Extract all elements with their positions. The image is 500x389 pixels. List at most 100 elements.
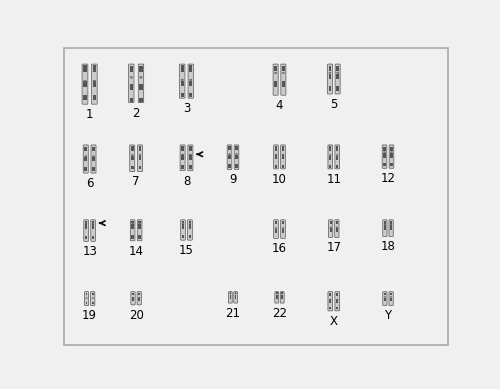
FancyBboxPatch shape (180, 220, 186, 240)
FancyBboxPatch shape (335, 145, 340, 169)
Bar (92, 293, 94, 296)
Bar (92, 167, 95, 171)
Bar (86, 296, 87, 298)
Ellipse shape (132, 154, 133, 156)
FancyBboxPatch shape (91, 145, 96, 173)
Bar (390, 293, 392, 295)
Bar (282, 151, 284, 154)
Bar (282, 229, 284, 233)
Bar (182, 230, 184, 234)
Bar (138, 147, 141, 151)
Bar (384, 298, 386, 301)
FancyBboxPatch shape (84, 292, 88, 305)
Text: 15: 15 (179, 244, 194, 257)
Bar (329, 300, 332, 303)
Bar (138, 301, 140, 303)
Bar (390, 295, 392, 296)
FancyBboxPatch shape (335, 292, 340, 311)
Ellipse shape (274, 72, 276, 74)
Ellipse shape (330, 227, 332, 228)
Bar (138, 151, 141, 154)
Bar (92, 302, 94, 304)
Bar (84, 157, 87, 161)
Bar (336, 151, 338, 154)
Bar (92, 65, 96, 72)
Bar (275, 233, 277, 237)
Bar (189, 155, 192, 160)
Ellipse shape (390, 224, 392, 225)
FancyBboxPatch shape (188, 64, 194, 98)
Bar (140, 73, 142, 77)
FancyBboxPatch shape (90, 292, 95, 305)
Bar (92, 147, 95, 151)
Bar (138, 221, 141, 223)
Bar (83, 74, 86, 81)
Bar (336, 165, 338, 168)
Text: 10: 10 (272, 173, 287, 186)
Bar (390, 225, 392, 230)
Bar (92, 296, 94, 298)
Bar (336, 232, 338, 236)
FancyBboxPatch shape (84, 220, 88, 241)
Bar (189, 151, 192, 154)
Bar (384, 295, 386, 296)
Bar (384, 301, 386, 304)
Bar (275, 229, 277, 233)
Bar (85, 221, 87, 223)
Bar (336, 156, 338, 160)
Bar (189, 224, 191, 229)
Bar (180, 81, 184, 86)
FancyBboxPatch shape (234, 292, 237, 303)
Bar (384, 230, 386, 235)
Bar (180, 87, 184, 92)
Ellipse shape (336, 227, 338, 228)
Bar (189, 165, 192, 169)
FancyBboxPatch shape (91, 220, 96, 241)
Bar (235, 299, 236, 301)
Bar (336, 147, 338, 151)
Bar (282, 81, 284, 87)
Ellipse shape (181, 79, 184, 81)
FancyBboxPatch shape (130, 145, 135, 172)
Ellipse shape (92, 223, 94, 224)
Bar (330, 232, 332, 236)
Bar (228, 165, 230, 168)
Ellipse shape (235, 293, 236, 294)
FancyBboxPatch shape (82, 64, 88, 104)
Bar (282, 67, 284, 71)
Bar (276, 299, 278, 301)
FancyBboxPatch shape (328, 292, 332, 311)
Bar (85, 224, 87, 230)
Bar (132, 298, 134, 301)
Bar (236, 150, 238, 153)
Text: 8: 8 (183, 175, 190, 187)
FancyBboxPatch shape (328, 64, 332, 94)
Bar (274, 88, 277, 93)
Bar (275, 151, 277, 154)
Bar (328, 74, 331, 79)
Bar (189, 221, 191, 223)
Bar (86, 302, 87, 304)
Bar (329, 165, 332, 168)
Ellipse shape (92, 156, 94, 157)
Bar (235, 294, 236, 298)
FancyBboxPatch shape (334, 220, 339, 237)
Bar (274, 73, 277, 79)
Bar (189, 161, 192, 165)
Bar (189, 73, 192, 80)
Bar (282, 233, 284, 237)
Bar (130, 84, 133, 90)
Bar (140, 77, 142, 82)
Bar (92, 299, 94, 301)
Bar (84, 162, 87, 166)
FancyBboxPatch shape (188, 220, 192, 240)
Ellipse shape (336, 72, 338, 74)
Bar (84, 167, 87, 171)
Bar (282, 293, 283, 294)
Bar (138, 166, 141, 169)
FancyBboxPatch shape (137, 292, 141, 305)
Ellipse shape (132, 297, 134, 298)
Bar (131, 161, 134, 165)
Bar (384, 147, 386, 151)
Bar (329, 293, 332, 296)
